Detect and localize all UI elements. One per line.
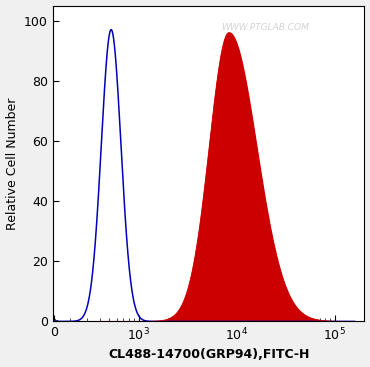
Text: WWW.PTGLAB.COM: WWW.PTGLAB.COM [221, 23, 309, 32]
X-axis label: CL488-14700(GRP94),FITC-H: CL488-14700(GRP94),FITC-H [108, 348, 309, 361]
Y-axis label: Relative Cell Number: Relative Cell Number [6, 97, 18, 230]
